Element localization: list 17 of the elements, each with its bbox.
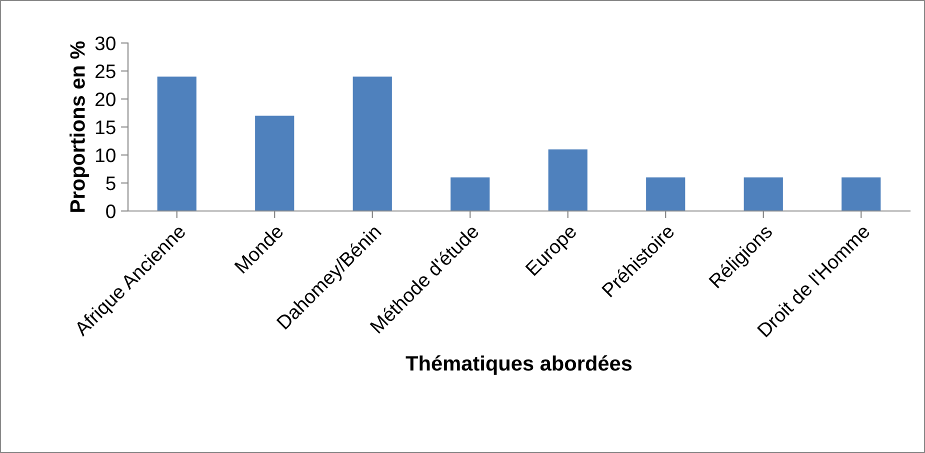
bar	[255, 116, 294, 211]
bar	[548, 149, 588, 211]
bar	[744, 177, 783, 211]
bar	[157, 76, 196, 211]
y-tick-label: 15	[96, 120, 116, 134]
y-tick-label: 30	[95, 36, 116, 50]
x-axis-title: Thématiques abordées	[406, 355, 632, 375]
y-axis-title: Proportions en %	[70, 41, 90, 212]
bar	[646, 177, 686, 211]
y-tick-label: 25	[96, 64, 116, 78]
y-tick-label: 5	[106, 176, 116, 190]
y-tick-label: 20	[96, 92, 116, 106]
bar	[842, 177, 881, 211]
y-tick-label: 10	[96, 148, 116, 162]
y-tick-label: 0	[106, 204, 116, 218]
bar	[450, 177, 490, 211]
bar	[352, 76, 392, 211]
